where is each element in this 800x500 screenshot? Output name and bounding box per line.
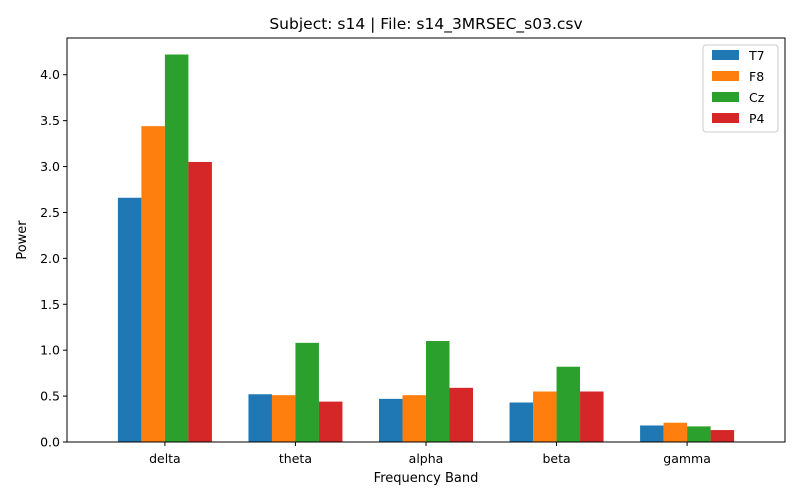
bar-p4-theta [318,401,343,442]
legend-label-cz: Cz [749,90,765,105]
bar-f8-alpha [402,395,426,442]
x-tick-label: gamma [663,451,711,466]
y-tick-label: 1.5 [40,297,60,312]
y-axis: 0.0 0.5 1.0 1.5 2.0 2.5 3.0 3.5 4.0 [40,67,67,450]
bar-f8-delta [141,126,165,443]
bar-f8-theta [271,395,296,442]
x-tick-label: beta [542,451,570,466]
x-tick-label: delta [149,451,181,466]
bar-t7-beta [509,402,534,442]
bar-p4-gamma [710,430,735,442]
y-axis-label: Power [15,220,30,260]
bar-t7-gamma [640,425,664,442]
chart-title: Subject: s14 | File: s14_3MRSEC_s03.csv [269,15,582,34]
legend: T7 F8 Cz P4 [702,44,779,133]
x-axis: delta theta alpha beta gamma [149,442,711,466]
bar-cz-beta [556,366,581,442]
legend-swatch-p4 [712,113,739,123]
bar-cz-delta [164,54,189,442]
legend-label-t7: T7 [748,48,765,63]
y-tick-label: 2.0 [40,251,60,266]
bar-p4-delta [188,161,212,442]
bar-t7-delta [117,197,142,442]
y-tick-label: 3.0 [40,159,60,174]
legend-swatch-f8 [712,71,739,81]
legend-label-f8: F8 [749,69,764,84]
x-axis-label: Frequency Band [374,471,479,486]
bar-cz-alpha [426,341,450,442]
bar-f8-gamma [663,422,688,442]
legend-swatch-cz [712,92,739,102]
y-tick-label: 4.0 [40,67,60,82]
legend-swatch-t7 [712,50,739,60]
bar-t7-theta [248,394,272,442]
y-tick-label: 0.5 [40,389,60,404]
legend-box [702,44,779,133]
bar-cz-theta [295,342,319,442]
y-tick-label: 1.0 [40,343,60,358]
bar-cz-gamma [687,426,711,442]
bar-p4-beta [580,391,604,442]
x-tick-label: alpha [409,451,444,466]
y-tick-label: 0.0 [40,435,60,450]
y-tick-label: 2.5 [40,205,60,220]
x-tick-label: theta [279,451,312,466]
legend-label-p4: P4 [749,111,765,126]
bar-t7-alpha [379,398,403,442]
bar-p4-alpha [449,387,473,442]
bars-layer [117,54,735,443]
y-tick-label: 3.5 [40,113,60,128]
bar-f8-beta [533,391,557,442]
